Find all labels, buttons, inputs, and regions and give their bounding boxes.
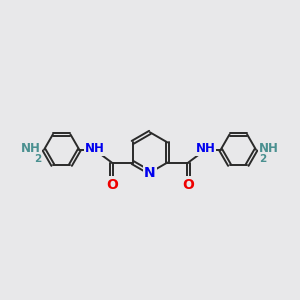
- Text: O: O: [182, 178, 194, 192]
- Text: 2: 2: [259, 154, 266, 164]
- Text: 2: 2: [34, 154, 41, 164]
- Text: N: N: [144, 166, 156, 180]
- Text: NH: NH: [259, 142, 279, 155]
- Text: NH: NH: [85, 142, 104, 155]
- Text: NH: NH: [21, 142, 41, 155]
- Text: O: O: [106, 178, 118, 192]
- Text: NH: NH: [196, 142, 215, 155]
